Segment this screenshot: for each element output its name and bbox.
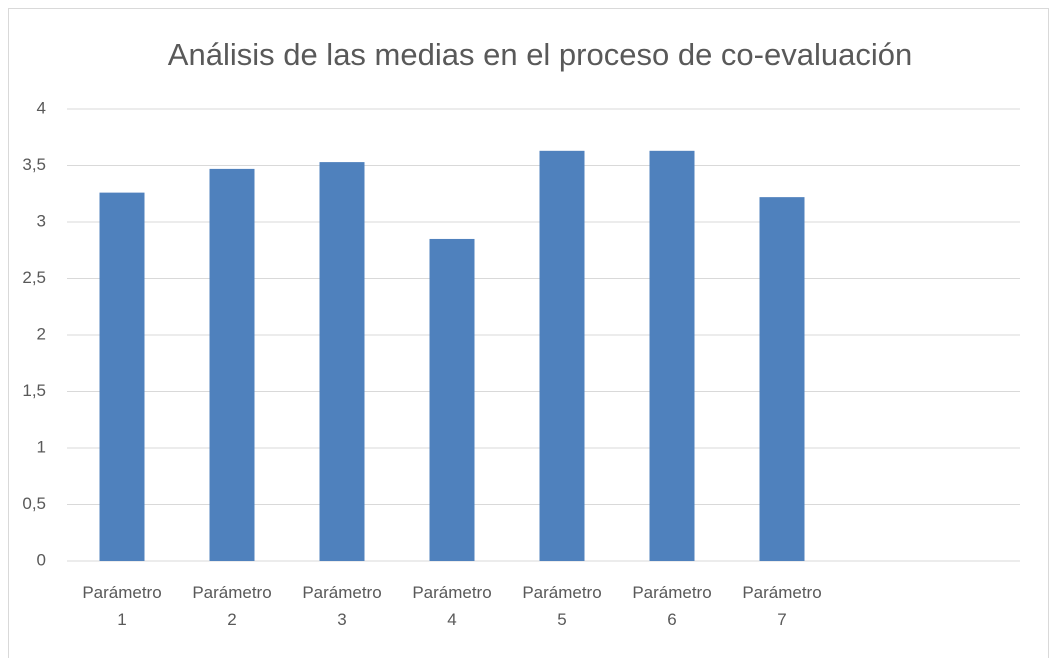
y-tick-label: 1 bbox=[37, 437, 46, 456]
chart-border bbox=[8, 8, 1049, 658]
x-tick-label: Parámetro 6 bbox=[632, 583, 712, 629]
y-tick-label: 3,5 bbox=[22, 155, 46, 174]
x-tick-label: Parámetro 2 bbox=[192, 583, 272, 629]
x-tick-label: Parámetro 5 bbox=[522, 583, 602, 629]
x-tick-label: Parámetro 4 bbox=[412, 583, 492, 629]
y-tick-label: 0,5 bbox=[22, 494, 46, 513]
y-tick-label: 3 bbox=[37, 211, 46, 230]
bar bbox=[539, 150, 585, 561]
x-tick-label: Parámetro 3 bbox=[302, 583, 382, 629]
x-tick-label: Parámetro 7 bbox=[742, 583, 822, 629]
y-tick-label: 2 bbox=[37, 324, 46, 343]
bar bbox=[99, 192, 145, 561]
y-tick-label: 4 bbox=[37, 98, 46, 117]
bar bbox=[209, 168, 255, 561]
bar bbox=[319, 162, 365, 562]
chart-title: Análisis de las medias en el proceso de … bbox=[168, 37, 912, 72]
bar bbox=[429, 238, 475, 561]
bar bbox=[759, 197, 805, 561]
bar bbox=[649, 150, 695, 561]
x-tick-label: Parámetro 1 bbox=[82, 583, 162, 629]
y-tick-label: 0 bbox=[37, 550, 46, 569]
y-tick-label: 2,5 bbox=[22, 268, 46, 287]
y-tick-label: 1,5 bbox=[22, 381, 46, 400]
